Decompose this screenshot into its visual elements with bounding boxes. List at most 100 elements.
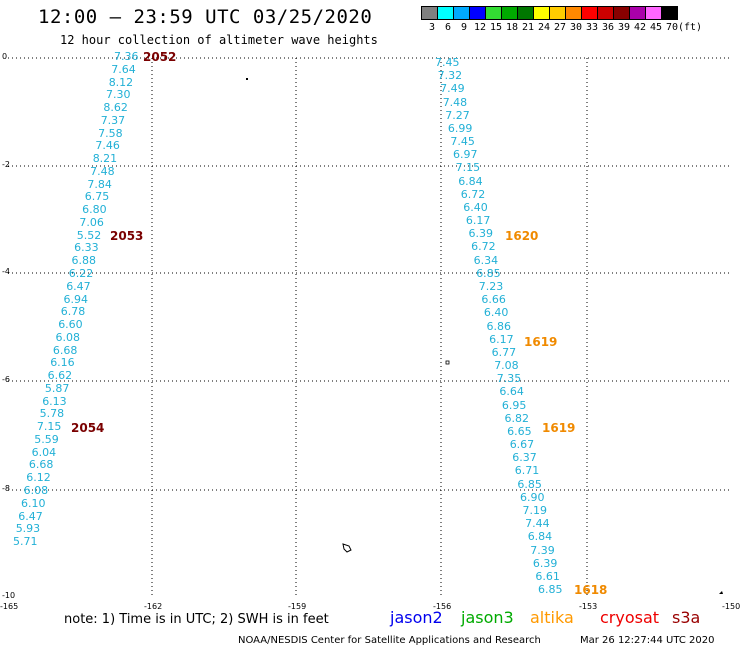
wave-height-label: 5.87 [44, 381, 70, 395]
wave-height-label: 6.85 [538, 583, 563, 596]
wave-height-label: 6.17 [465, 214, 491, 228]
y-tick-label: -8 [2, 484, 10, 493]
y-tick-label: -2 [2, 160, 10, 169]
wave-height-label: 5.52 [76, 228, 102, 242]
wave-height-label: 6.37 [512, 451, 537, 465]
wave-height-label: 6.78 [60, 305, 86, 319]
wave-height-label: 6.90 [520, 490, 545, 504]
pass-number-label: 1618 [574, 583, 608, 597]
satellite-name-s3a: s3a [672, 608, 701, 627]
wave-height-label: 7.35 [496, 372, 522, 386]
wave-height-label: 8.12 [108, 75, 134, 89]
wave-height-label: 5.78 [39, 407, 65, 421]
color-legend: 3 6 9 12 15 18 21 24 27 30 33 36 39 42 45 70 (ft) [421, 6, 728, 33]
wave-height-label: 6.47 [18, 509, 43, 523]
pass-number-label: 2053 [110, 229, 144, 243]
legend-label: 42 [634, 22, 647, 33]
wave-height-label: 7.08 [494, 359, 519, 372]
wave-height-label: 6.72 [471, 240, 496, 254]
legend-unit: (ft) [678, 22, 703, 33]
pass-number-label: 1619 [542, 421, 576, 435]
legend-label: 39 [618, 22, 631, 33]
y-tick-label: 0 [2, 52, 8, 61]
wave-height-label: 7.06 [79, 215, 104, 229]
satellite-name-cryosat: cryosat [600, 608, 660, 627]
wave-height-label: 6.88 [71, 254, 97, 268]
legend-label: 15 [490, 22, 503, 33]
wave-height-label: 6.17 [489, 332, 514, 346]
wave-height-label: 6.39 [468, 227, 494, 241]
wave-height-label: 7.49 [440, 82, 465, 96]
pass-number-label: 2052 [143, 50, 177, 64]
wave-height-label: 7.15 [36, 420, 62, 434]
wave-height-label: 6.13 [42, 394, 67, 408]
wave-height-label: 6.40 [463, 200, 488, 214]
coastline-shape [342, 543, 352, 553]
wave-height-label: 6.84 [527, 530, 553, 544]
wave-height-label: 6.75 [84, 190, 110, 204]
x-tick-label: -165 [0, 602, 19, 611]
wave-height-label: 6.84 [458, 174, 483, 188]
legend-label: 3 [429, 22, 436, 33]
pass-number-label: 1619 [524, 335, 558, 349]
wave-height-label: 6.22 [68, 267, 94, 280]
wave-height-label: 7.15 [455, 161, 481, 175]
pass-number-label: 1620 [505, 229, 539, 243]
wave-height-label: 6.72 [460, 187, 486, 201]
footnote: note: 1) Time is in UTC; 2) SWH is in fe… [64, 612, 329, 627]
legend-label: 70 [666, 22, 679, 33]
wave-height-label: 7.45 [450, 135, 475, 149]
wave-height-label: 6.16 [50, 356, 75, 370]
legend-label: 24 [538, 22, 551, 33]
legend-label: 21 [522, 22, 535, 33]
wave-height-label: 6.97 [453, 148, 478, 162]
wave-height-label: 7.30 [106, 88, 131, 102]
wave-height-label: 6.64 [499, 385, 524, 399]
wave-height-label: 7.44 [525, 517, 550, 531]
satellite-name-jason3: jason3 [461, 608, 514, 627]
pass-number-label: 2054 [71, 421, 105, 435]
wave-height-label: 7.37 [100, 113, 126, 127]
wave-height-label: 7.48 [90, 164, 115, 178]
y-tick-label: -10 [2, 591, 16, 600]
legend-label: 33 [586, 22, 599, 33]
coastline-shape [719, 591, 723, 594]
wave-height-label: 6.60 [58, 318, 83, 331]
legend-label: 36 [602, 22, 615, 33]
wave-height-label: 6.95 [501, 398, 527, 412]
legend-swatch [661, 6, 678, 20]
y-tick-label: -4 [2, 267, 10, 276]
wave-height-label: 7.64 [111, 62, 136, 76]
page-subtitle: 12 hour collection of altimeter wave hei… [60, 33, 378, 47]
credit-line: NOAA/NESDIS Center for Satellite Applica… [238, 635, 541, 646]
wave-height-label: 8.21 [92, 152, 118, 166]
wave-height-label: 6.10 [21, 496, 46, 510]
wave-height-label: 6.85 [517, 477, 542, 491]
wave-height-label: 6.65 [507, 424, 532, 438]
wave-height-label: 6.61 [535, 569, 560, 583]
legend-label: 6 [445, 22, 452, 33]
wave-height-label: 7.84 [87, 177, 112, 191]
wave-height-label: 6.71 [514, 464, 540, 478]
legend-label: 12 [474, 22, 487, 33]
wave-height-label: 5.71 [13, 535, 38, 548]
satellite-name-altika: altika [530, 608, 574, 627]
wave-height-label: 6.80 [82, 203, 107, 217]
wave-height-label: 6.47 [66, 279, 91, 293]
wave-height-label: 6.08 [23, 483, 49, 497]
wave-height-label: 8.62 [103, 101, 128, 115]
wave-height-label: 6.62 [47, 369, 73, 383]
wave-height-label: 7.46 [95, 139, 120, 153]
x-tick-label: -159 [288, 602, 307, 611]
wave-height-label: 7.36 [114, 50, 139, 63]
legend-label: 45 [650, 22, 663, 33]
wave-height-label: 6.77 [491, 345, 517, 359]
wave-height-label: 6.12 [26, 471, 51, 485]
x-tick-label: -162 [144, 602, 163, 611]
x-tick-label: -156 [433, 602, 452, 611]
wave-height-label: 7.48 [442, 95, 468, 109]
wave-height-label: 6.82 [504, 411, 530, 425]
legend-label: 30 [570, 22, 583, 33]
